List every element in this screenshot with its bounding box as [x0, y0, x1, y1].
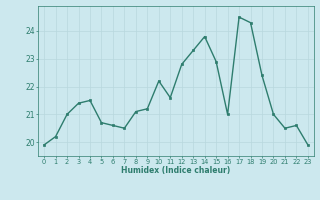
X-axis label: Humidex (Indice chaleur): Humidex (Indice chaleur)	[121, 166, 231, 175]
